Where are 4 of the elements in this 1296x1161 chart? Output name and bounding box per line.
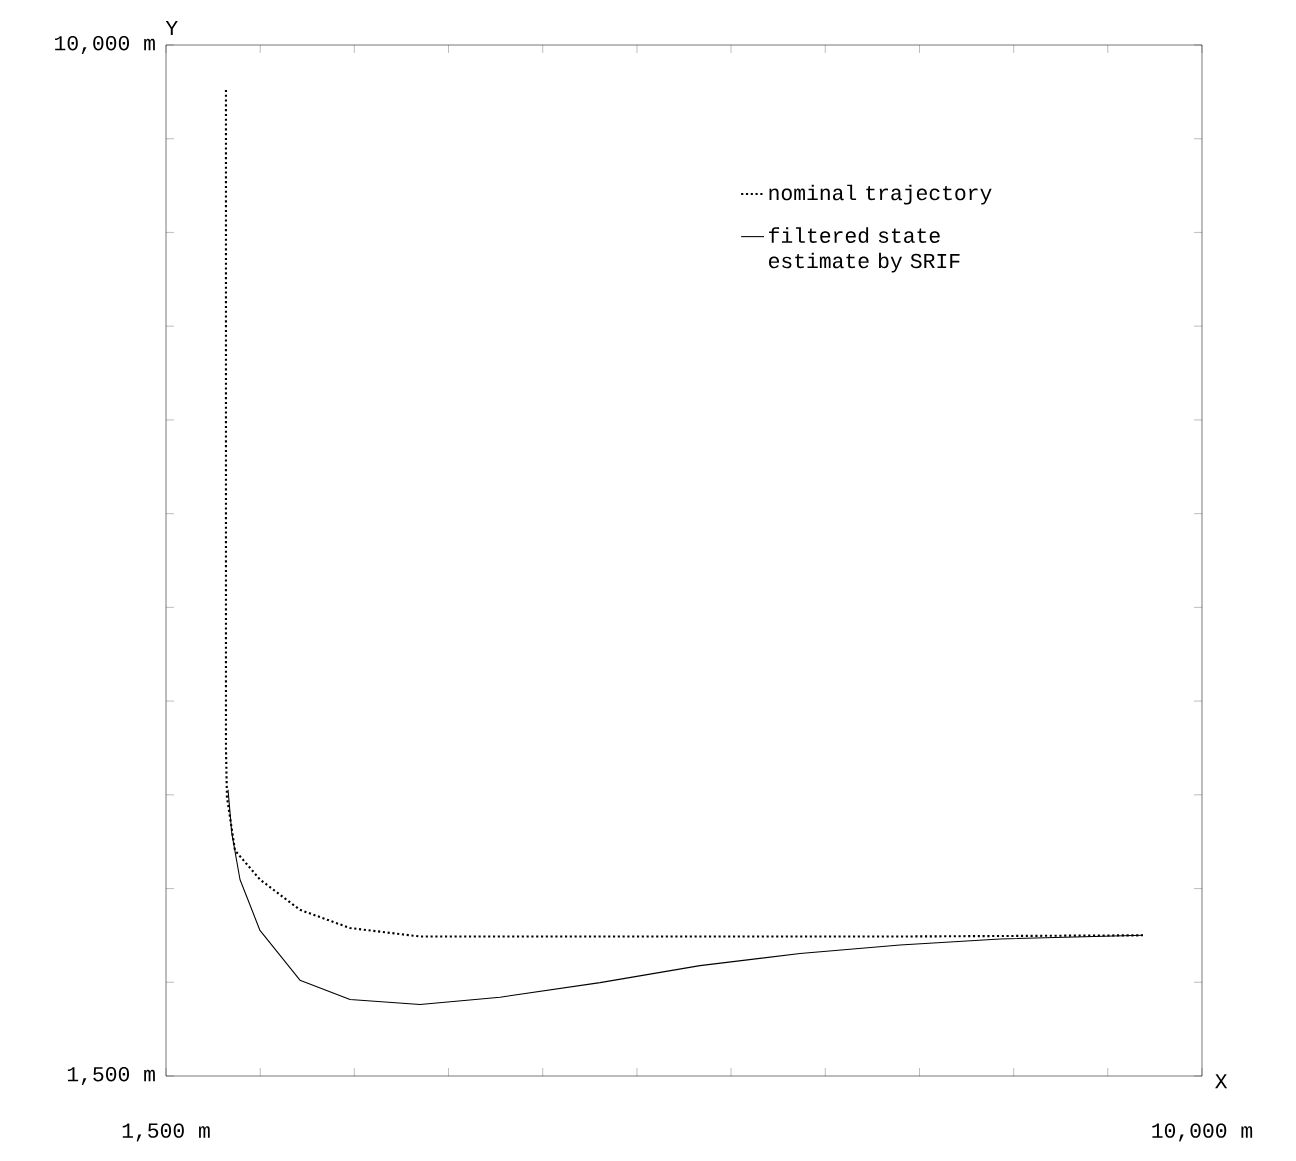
legend-label: nominal trajectory	[769, 184, 992, 205]
y-axis-title: Y	[165, 20, 178, 35]
legend-label: filtered state estimate by SRIF	[769, 227, 960, 273]
x-axis-title: X	[1215, 1074, 1228, 1089]
